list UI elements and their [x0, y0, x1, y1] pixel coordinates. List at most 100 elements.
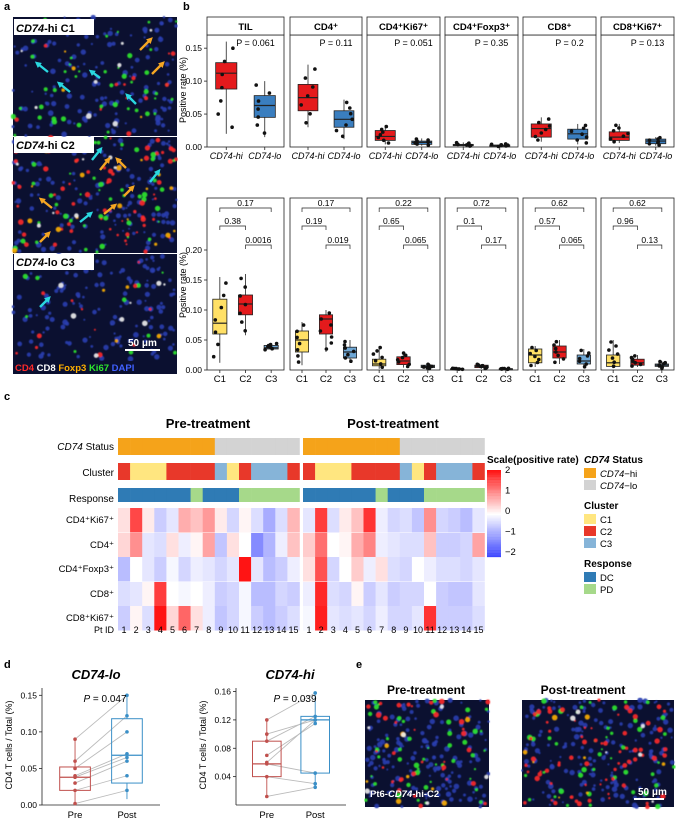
- cell: [130, 338, 134, 342]
- cell: [110, 323, 113, 326]
- pair-line: [266, 776, 316, 785]
- cell: [428, 762, 434, 768]
- cell: [657, 761, 660, 764]
- cell: [547, 709, 553, 714]
- cluster-cell: [226, 463, 240, 480]
- cell: [550, 799, 553, 802]
- cluster-cell: [118, 463, 131, 480]
- cell: [79, 304, 83, 309]
- heat-cell: [251, 557, 264, 582]
- pt-id-label: 11: [240, 625, 249, 635]
- cell: [458, 798, 462, 802]
- cell: [593, 718, 598, 722]
- response-cell: [351, 488, 364, 502]
- cell: [656, 704, 662, 710]
- data-point: [313, 771, 318, 775]
- heat-cell: [363, 557, 376, 582]
- cell: [143, 339, 148, 343]
- data-point: [554, 339, 559, 344]
- cell: [466, 780, 473, 786]
- cell: [154, 205, 161, 212]
- cell: [590, 727, 593, 730]
- cell: [169, 186, 174, 191]
- data-point: [125, 730, 129, 734]
- cell: [389, 714, 395, 720]
- cell: [149, 28, 153, 32]
- cell: [53, 206, 57, 210]
- box-post: [111, 695, 143, 800]
- cell: [605, 736, 608, 739]
- data-point: [583, 123, 588, 128]
- cell: [593, 738, 598, 743]
- data-point: [340, 134, 345, 139]
- heat-cell: [363, 582, 376, 607]
- cell: [553, 700, 556, 704]
- cell: [631, 802, 638, 808]
- heat-cell: [287, 557, 300, 582]
- arrow-icon: [139, 37, 153, 51]
- scale-step: [487, 475, 501, 478]
- data-point: [630, 364, 634, 368]
- cell: [49, 93, 54, 98]
- cell: [524, 773, 528, 778]
- cell: [399, 777, 404, 782]
- data-point: [349, 359, 353, 364]
- cell: [581, 730, 584, 733]
- pt-id-label: 14: [276, 625, 286, 635]
- cell: [68, 182, 71, 186]
- heat-cell: [339, 508, 352, 533]
- data-point: [489, 142, 494, 147]
- data-point: [265, 718, 269, 722]
- cell-frame: [366, 34, 441, 148]
- cell: [414, 717, 417, 720]
- cell: [591, 787, 596, 791]
- cell: [478, 805, 482, 809]
- data-point: [614, 123, 618, 128]
- cell: [172, 343, 175, 346]
- cell: [409, 769, 413, 773]
- cell: [373, 700, 378, 705]
- cell: [90, 14, 96, 20]
- scale-step: [487, 513, 501, 516]
- cell: [96, 208, 99, 212]
- cell: [449, 785, 452, 788]
- cluster-cell: [214, 463, 228, 480]
- cell: [85, 286, 88, 290]
- data-point: [324, 347, 329, 351]
- cell: [151, 198, 154, 201]
- data-point: [344, 123, 348, 127]
- cell: [667, 727, 673, 733]
- status-cell: [178, 438, 191, 455]
- pair-line: [74, 753, 128, 777]
- tile-2-label: CD74-hi C2: [16, 140, 75, 152]
- pair-line: [266, 723, 316, 756]
- cell: [15, 50, 20, 55]
- status-cell: [287, 438, 300, 455]
- cell: [396, 702, 402, 708]
- panel-letter-d: d: [4, 659, 11, 671]
- cell: [475, 757, 481, 763]
- box-1: [238, 274, 253, 336]
- pair-line: [266, 786, 316, 797]
- y-tick-label: 0.05: [20, 763, 37, 773]
- box-2: [263, 341, 279, 352]
- data-point: [537, 357, 541, 362]
- cell: [41, 291, 45, 296]
- cell: [151, 284, 157, 289]
- heat-cell: [387, 582, 401, 607]
- cell: [612, 705, 618, 711]
- cell: [147, 237, 152, 242]
- cell: [432, 766, 438, 771]
- cell: [461, 727, 465, 731]
- cell: [373, 782, 377, 786]
- cell: [611, 740, 616, 745]
- cell: [172, 204, 177, 209]
- cell: [385, 733, 389, 737]
- cell: [30, 54, 35, 59]
- cell: [48, 311, 52, 315]
- cell: [601, 755, 606, 761]
- cell: [395, 798, 402, 804]
- cell: [402, 745, 405, 748]
- cell: [11, 125, 15, 129]
